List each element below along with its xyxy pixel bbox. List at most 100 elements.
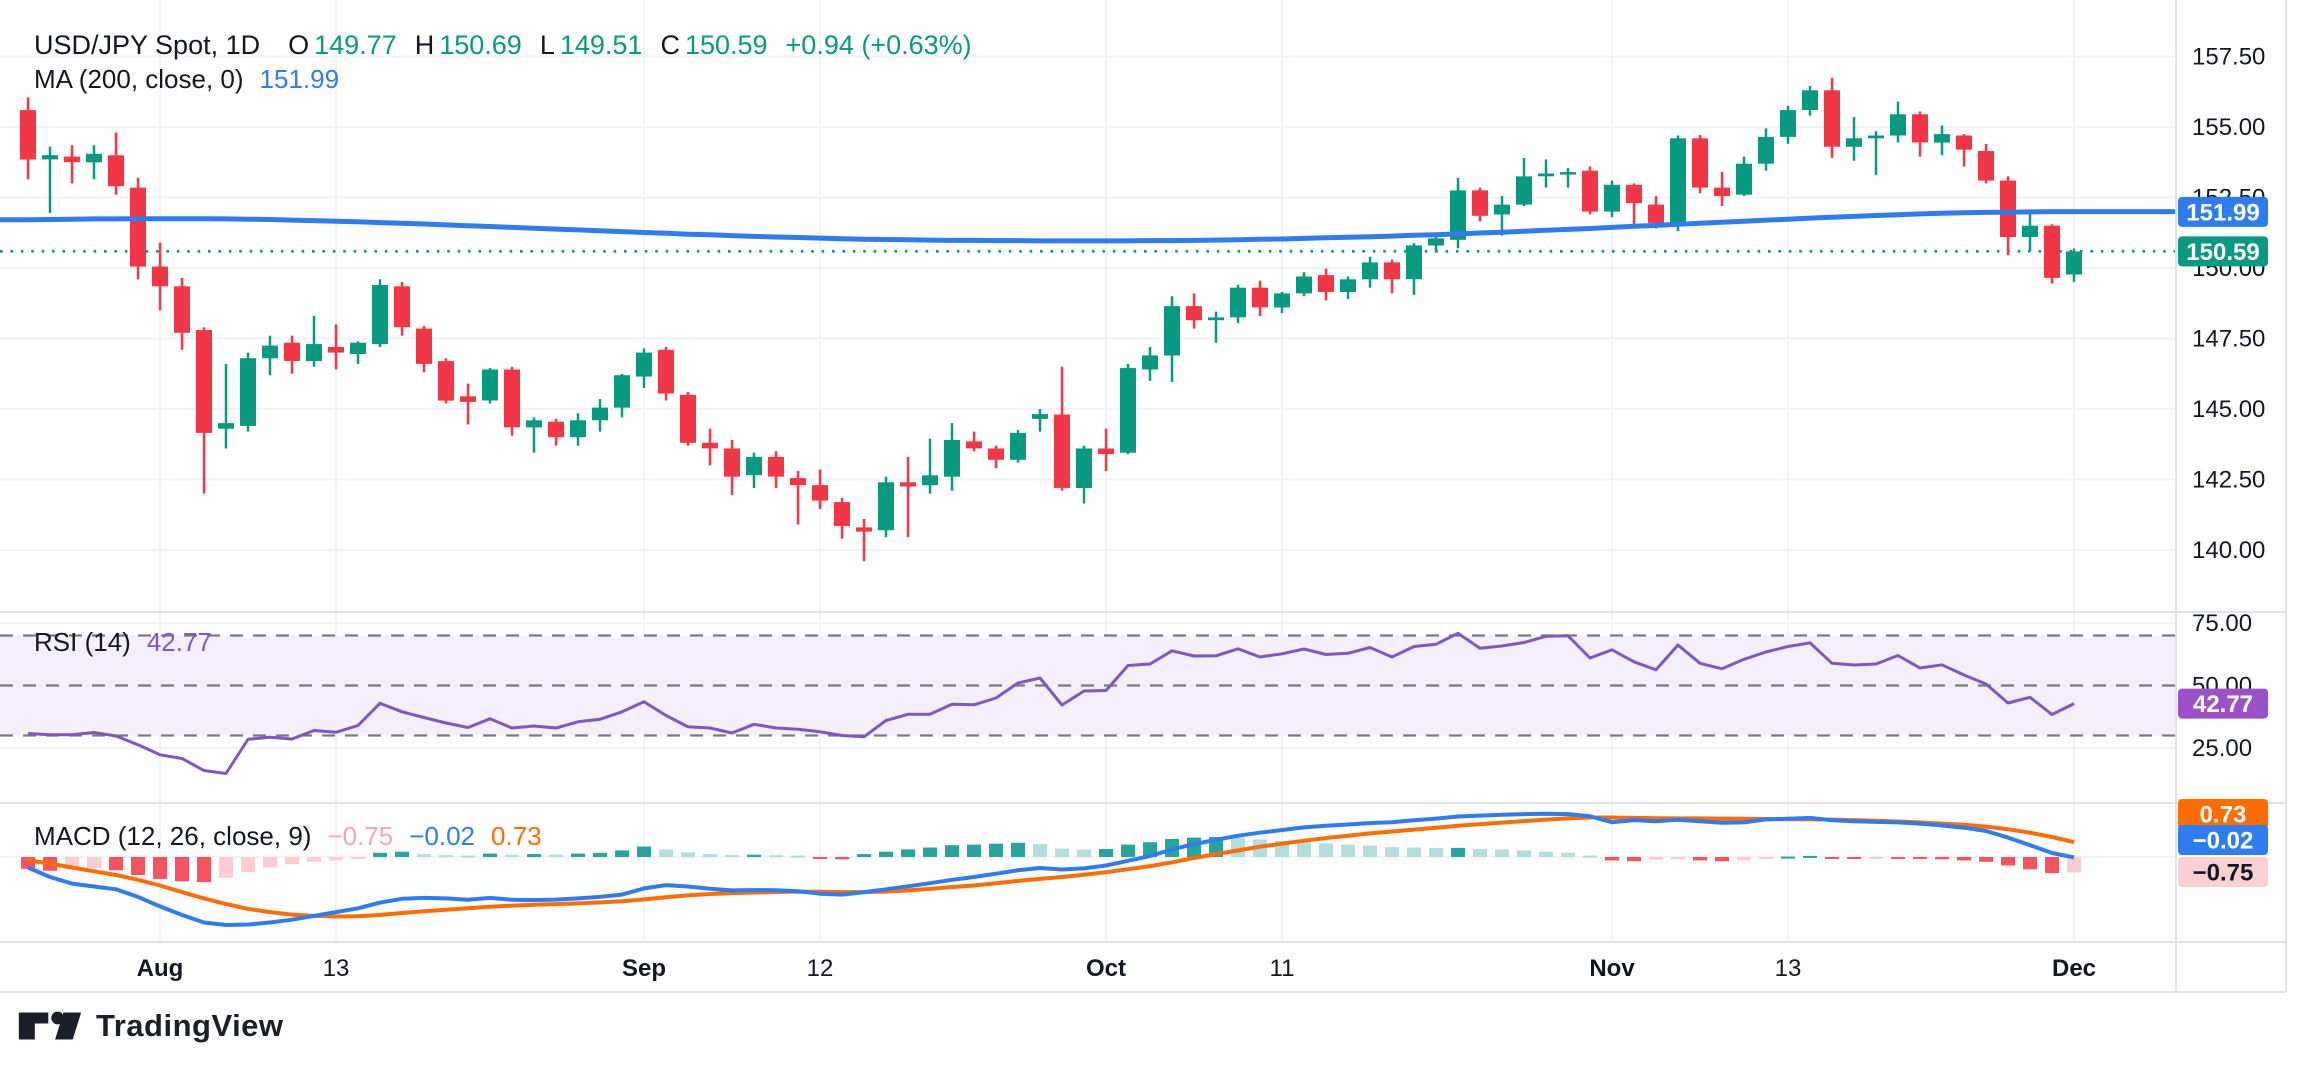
- candle-body: [1626, 184, 1642, 204]
- macd-hist-bar: [1803, 855, 1817, 858]
- time-axis[interactable]: Aug 13 Sep 12 Oct 11 Nov 13 Dec: [137, 955, 2096, 982]
- macd-hist-bar: [1077, 849, 1091, 857]
- candle-body: [922, 475, 938, 486]
- macd-hist-bar: [1935, 857, 1949, 860]
- macd-hist-bar: [2023, 857, 2037, 870]
- price-tick-label: 147.50: [2192, 326, 2265, 353]
- macd-hist-bar: [1737, 857, 1751, 861]
- time-label: 13: [323, 955, 350, 982]
- candle-body: [988, 448, 1004, 460]
- macd-hist-bar: [1429, 847, 1443, 857]
- ma-label: MA (200, close, 0): [34, 64, 244, 94]
- macd-hist-bar: [461, 855, 475, 858]
- macd-hist-bar: [505, 854, 519, 857]
- macd-hist-bar: [527, 854, 541, 857]
- candle-body: [1692, 138, 1708, 188]
- candle-body: [152, 266, 168, 287]
- close-price-badge: 150.59: [2178, 236, 2268, 267]
- candle-body: [482, 369, 498, 401]
- candle-body: [86, 153, 102, 163]
- svg-text:−0.75: −0.75: [2193, 860, 2254, 887]
- macd-legend[interactable]: MACD (12, 26, close, 9) −0.75 −0.02 0.73: [34, 821, 542, 852]
- macd-hist-bar: [1451, 847, 1465, 857]
- candle-body: [174, 286, 190, 333]
- close-value: 150.59: [684, 30, 768, 60]
- macd-hist-bar: [1649, 857, 1663, 860]
- close-label: C: [660, 30, 680, 60]
- ma-value-badge: 151.99: [2178, 196, 2268, 227]
- macd-hist-bar: [1605, 857, 1619, 861]
- macd-histogram: [21, 837, 2081, 883]
- candle-body: [1912, 114, 1928, 143]
- macd-hist-bar: [681, 852, 695, 858]
- macd-hist-bar: [1231, 837, 1245, 857]
- candle-body: [64, 156, 80, 163]
- signal-line: [27, 815, 2075, 919]
- macd-hist-bar: [1671, 857, 1685, 860]
- candle-body: [680, 394, 696, 443]
- macd-hist-bar: [1891, 857, 1905, 859]
- candle-body: [438, 361, 454, 401]
- svg-text:150.59: 150.59: [2186, 239, 2259, 266]
- ma-legend[interactable]: MA (200, close, 0) 151.99: [34, 64, 339, 95]
- candle-body: [2000, 180, 2016, 237]
- symbol-legend[interactable]: USD/JPY Spot, 1D O 149.77 H 150.69 L 149.51…: [34, 30, 972, 61]
- macd-hist-bar: [131, 857, 145, 875]
- candle-body: [350, 342, 366, 354]
- candle-body: [1978, 151, 1994, 181]
- candle-body: [42, 155, 58, 160]
- macd-hist-bar: [1099, 849, 1113, 857]
- macd-hist-bar: [549, 854, 563, 857]
- macd-hist-bar: [857, 854, 871, 857]
- macd-hist-bar: [1473, 849, 1487, 857]
- macd-hist-bar: [659, 849, 673, 857]
- candle-body: [878, 482, 894, 531]
- time-label: Nov: [1589, 955, 1635, 982]
- macd-hist-bar: [593, 852, 607, 857]
- macd-hist-bar: [21, 857, 35, 869]
- candle-body: [1340, 279, 1356, 292]
- candle-body: [504, 369, 520, 428]
- candle-body: [284, 342, 300, 361]
- macd-hist-bar: [1979, 857, 1993, 862]
- tradingview-logo-link[interactable]: TradingView: [18, 1004, 284, 1048]
- ma-line: [0, 209, 2176, 244]
- macd-label: MACD (12, 26, close, 9): [34, 821, 312, 851]
- candle-body: [1252, 287, 1268, 308]
- ma-value: 151.99: [259, 64, 340, 94]
- macd-hist-bar: [1055, 848, 1069, 857]
- macd-hist-bar: [747, 854, 761, 857]
- symbol-title: USD/JPY Spot, 1D: [34, 30, 261, 60]
- macd-hist-bar: [417, 854, 431, 857]
- candle-body: [306, 344, 322, 361]
- macd-hist-bar: [109, 857, 123, 871]
- macd-hist-value: −0.75: [327, 821, 394, 851]
- macd-hist-bar: [1869, 857, 1883, 859]
- candle-body: [1802, 90, 1818, 110]
- candle-body: [1230, 287, 1246, 318]
- candle-body: [1076, 448, 1092, 488]
- price-tick-label: 142.50: [2192, 467, 2265, 494]
- candle-body: [658, 349, 674, 394]
- candle-body: [130, 187, 146, 267]
- macd-hist-bar: [1715, 857, 1729, 862]
- candle-body: [240, 358, 256, 426]
- macd-hist-bar: [1319, 843, 1333, 857]
- macd-hist-bar: [1407, 847, 1421, 857]
- macd-hist-bar: [483, 853, 497, 857]
- price-tick-label: 157.50: [2192, 44, 2265, 71]
- rsi-legend[interactable]: RSI (14) 42.77: [34, 627, 212, 658]
- svg-text:0.73: 0.73: [2200, 802, 2247, 829]
- macd-hist-bar: [945, 845, 959, 857]
- candle-body: [1472, 190, 1488, 216]
- open-value: 149.77: [314, 30, 397, 60]
- time-label: 12: [807, 955, 834, 982]
- macd-hist-bar: [901, 849, 915, 857]
- candle-body: [218, 423, 234, 429]
- macd-hist-bar: [835, 857, 849, 860]
- candle-body: [900, 482, 916, 487]
- signal-value-badge: 0.73: [2178, 799, 2268, 829]
- macd-hist-bar: [1539, 851, 1553, 857]
- candle-body: [2022, 225, 2038, 237]
